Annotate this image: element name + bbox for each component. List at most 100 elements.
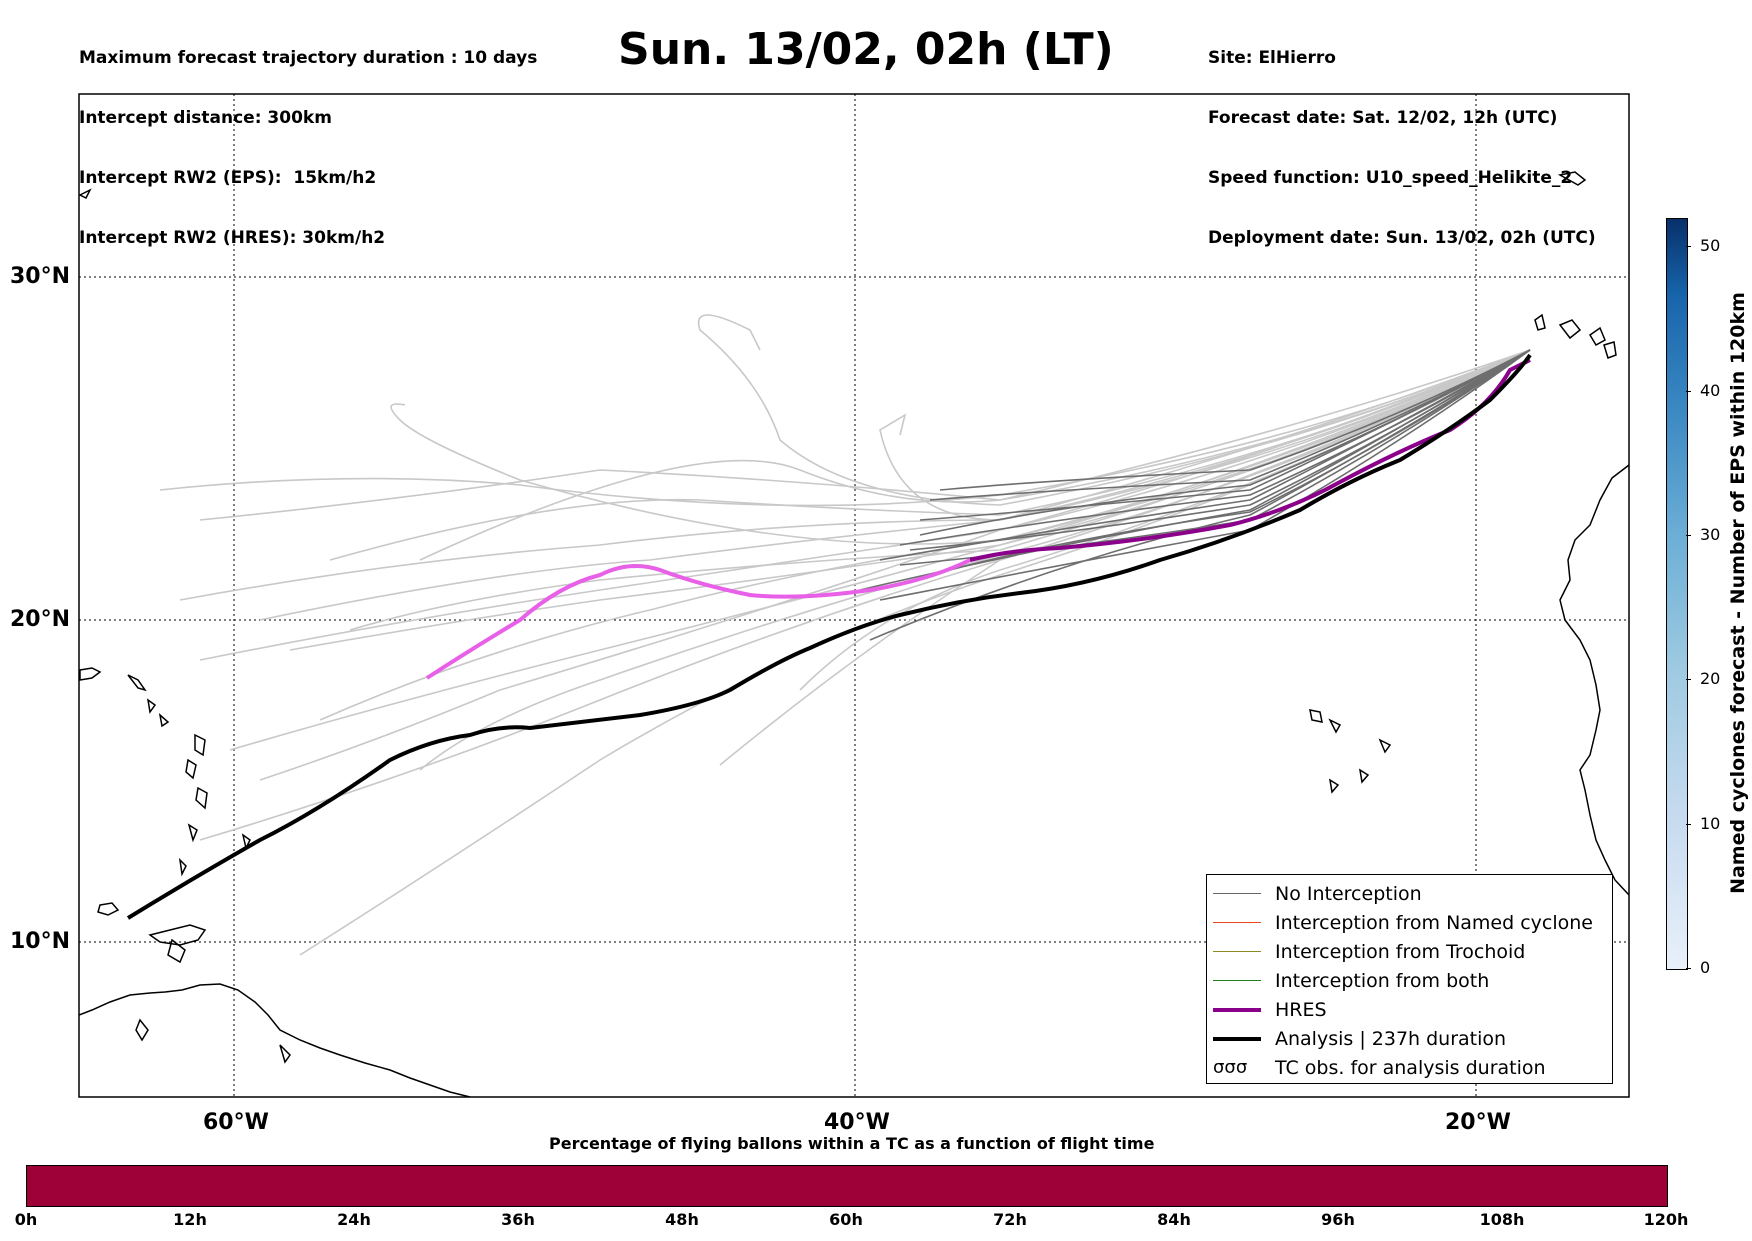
lat-label-10n: 10°N	[10, 929, 71, 954]
legend-swatch	[1213, 922, 1261, 923]
map-frame	[78, 93, 1630, 1098]
eps-track	[419, 349, 1531, 561]
legend-item-tc-obs: σσσ TC obs. for analysis duration	[1207, 1053, 1546, 1082]
venezuela-island	[148, 924, 207, 946]
canary-islands-3	[1534, 313, 1546, 331]
colorbar-tick-label: 20	[1700, 669, 1721, 688]
antilles-11	[97, 902, 120, 916]
eps-track	[390, 349, 1531, 545]
legend-swatch	[1213, 893, 1261, 894]
lon-label-60w: 60°W	[203, 1110, 269, 1135]
legend-swatch	[1213, 1007, 1261, 1012]
colorbar-tick-label: 0	[1700, 958, 1711, 977]
eps-track-dark	[899, 349, 1531, 546]
legend-item-trochoid: Interception from Trochoid	[1207, 937, 1525, 966]
antilles-12	[135, 1018, 149, 1042]
flight-time-tick: 24h	[337, 1210, 371, 1229]
colorbar-tick-label: 30	[1700, 525, 1721, 544]
eps-track-dark	[919, 349, 1531, 536]
colorbar-tickmark	[1686, 968, 1691, 969]
header-right-line: Forecast date: Sat. 12/02, 12h (UTC)	[1208, 108, 1558, 128]
madeira	[1557, 171, 1587, 186]
cape-verde-4	[1358, 768, 1370, 784]
canary-islands-1	[1558, 319, 1582, 340]
antilles-8	[127, 674, 147, 692]
antilles-4	[187, 823, 198, 843]
analysis-trajectory	[126, 353, 1532, 920]
legend-item-named-cyclone: Interception from Named cyclone	[1207, 908, 1593, 937]
colorbar-tickmark	[1686, 535, 1691, 536]
flight-time-tick: 60h	[829, 1210, 863, 1229]
eps-track-dark	[909, 349, 1531, 551]
flight-time-tick: 96h	[1321, 1210, 1355, 1229]
header-right-line: Speed function: U10_speed_Helikite_2	[1208, 168, 1573, 188]
legend-label: TC obs. for analysis duration	[1275, 1056, 1546, 1079]
antilles-1	[194, 733, 206, 757]
colorbar-tickmark	[1686, 824, 1691, 825]
eps-trajectories-light	[159, 314, 1531, 956]
eps-track	[159, 349, 1531, 507]
flight-time-tick: 84h	[1157, 1210, 1191, 1229]
lon-label-20w: 20°W	[1445, 1110, 1511, 1135]
header-left-line: Intercept distance: 300km	[79, 108, 332, 128]
canary-islands-4	[1603, 341, 1617, 359]
colorbar-label: Named cyclones forecast - Number of EPS …	[1727, 292, 1749, 894]
cape-verde-2	[1328, 718, 1342, 734]
legend-label: No Interception	[1275, 882, 1422, 905]
legend-label: HRES	[1275, 998, 1327, 1021]
south-america-coast	[79, 983, 471, 1097]
legend-swatch	[1213, 951, 1261, 952]
colorbar-tick-label: 50	[1700, 236, 1721, 255]
antilles-7	[79, 667, 102, 681]
legend-item-analysis: Analysis | 237h duration	[1207, 1024, 1506, 1053]
map-legend: No Interception Interception from Named …	[1206, 874, 1613, 1084]
cape-verde-1	[1309, 709, 1323, 723]
eps-track	[319, 349, 1531, 721]
colorbar-tickmark	[1686, 246, 1691, 247]
cape-verde-3	[1378, 738, 1392, 754]
antilles-3	[195, 786, 208, 810]
legend-item-hres: HRES	[1207, 995, 1327, 1024]
canary-islands-2	[1588, 326, 1606, 347]
lat-label-20n: 20°N	[10, 607, 71, 632]
antilles-2	[185, 758, 197, 780]
cyclone-colorbar	[1666, 218, 1688, 970]
legend-label: Interception from Trochoid	[1275, 940, 1526, 963]
header-right-line: Site: ElHierro	[1208, 48, 1336, 68]
flight-time-tick: 0h	[14, 1210, 38, 1229]
legend-swatch	[1213, 980, 1261, 981]
header-left-line: Intercept RW2 (HRES): 30km/h2	[79, 228, 386, 248]
flight-time-tick: 12h	[173, 1210, 207, 1229]
bottom-bar-title: Percentage of flying ballons within a TC…	[549, 1134, 1155, 1153]
flight-time-bar	[26, 1165, 1668, 1207]
trinidad	[167, 938, 186, 964]
eps-track	[289, 349, 1531, 651]
flight-time-tick: 120h	[1643, 1210, 1689, 1229]
header-left-line: Maximum forecast trajectory duration : 1…	[79, 48, 538, 68]
eps-track	[259, 349, 1531, 621]
antilles-9	[146, 698, 157, 714]
eps-track	[259, 349, 1531, 781]
eps-track-dark	[939, 349, 1531, 491]
header-left: Maximum forecast trajectory duration : 1…	[79, 8, 537, 268]
antilles-13	[279, 1044, 291, 1064]
tc-symbol-icon: σσσ	[1213, 1057, 1248, 1078]
antilles-5	[178, 857, 187, 877]
legend-item-no-interception: No Interception	[1207, 879, 1422, 908]
bermuda	[79, 188, 92, 200]
header-right-line: Deployment date: Sun. 13/02, 02h (UTC)	[1208, 228, 1596, 248]
legend-label: Interception from both	[1275, 969, 1490, 992]
lat-label-30n: 30°N	[10, 264, 71, 289]
header-right: Site: ElHierro Forecast date: Sat. 12/02…	[1208, 8, 1596, 268]
lon-label-40w: 40°W	[824, 1110, 890, 1135]
antilles-10	[158, 713, 170, 728]
legend-item-both: Interception from both	[1207, 966, 1489, 995]
eps-track-dark	[869, 349, 1531, 641]
eps-track-dark	[929, 349, 1531, 501]
eps-track	[697, 314, 1531, 506]
legend-label: Interception from Named cyclone	[1275, 911, 1593, 934]
colorbar-tickmark	[1686, 679, 1691, 680]
colorbar-tick-label: 40	[1700, 381, 1721, 400]
colorbar-tickmark	[1686, 391, 1691, 392]
